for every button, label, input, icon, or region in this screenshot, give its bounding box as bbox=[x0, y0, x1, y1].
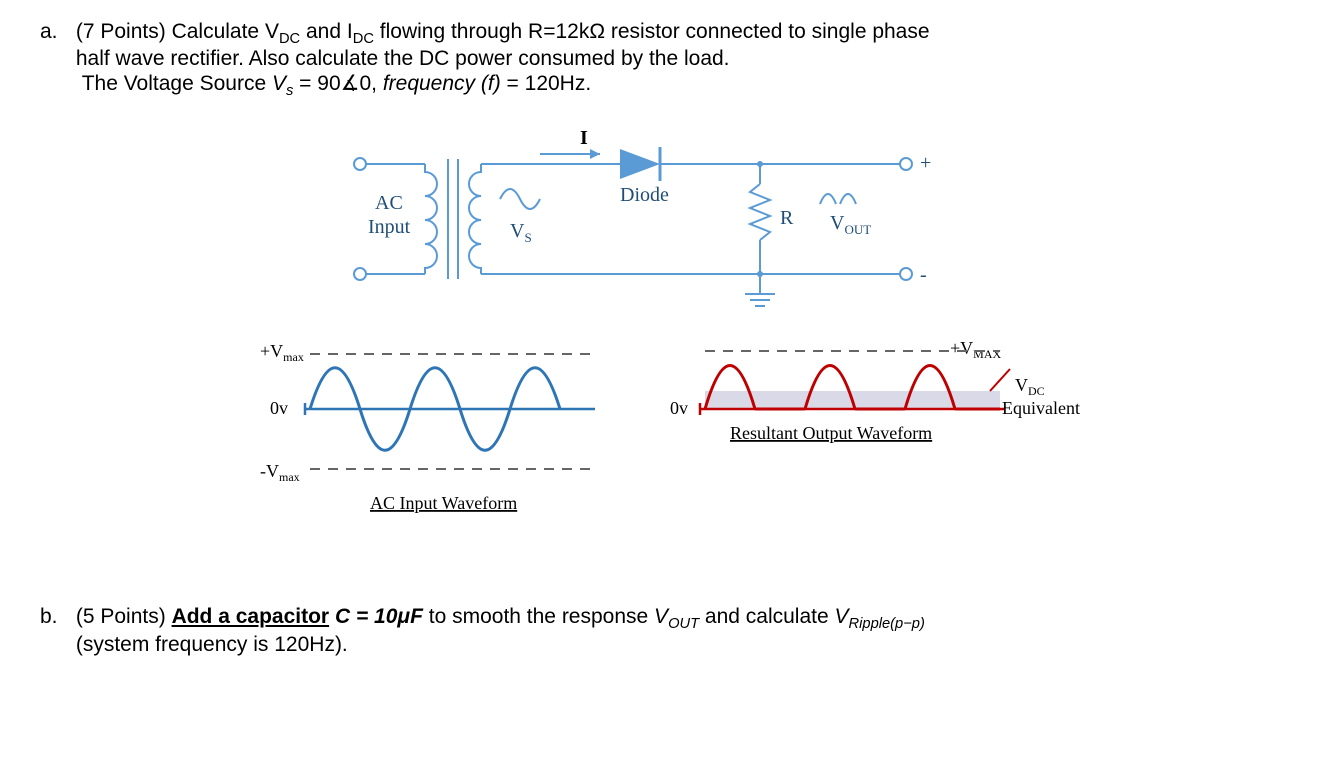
terminal-bot-right bbox=[900, 268, 912, 280]
terminal-top-left bbox=[354, 158, 366, 170]
pa-l3-pre: The Voltage Source bbox=[82, 72, 272, 95]
label-plus: + bbox=[920, 152, 931, 174]
pa-l2: half wave rectifier. Also calculate the … bbox=[76, 47, 730, 70]
label-ac: AC bbox=[375, 192, 403, 214]
terminal-bot-left bbox=[354, 268, 366, 280]
input-zero: 0v bbox=[270, 398, 288, 418]
question-b: b. (5 Points) Add a capacitor C = 10μF t… bbox=[40, 605, 1299, 656]
circuit-diagram: I + - bbox=[260, 129, 1080, 569]
vdc-label: VDC bbox=[1015, 375, 1045, 398]
diode-triangle bbox=[620, 149, 660, 179]
label-vout: VOUT bbox=[830, 212, 871, 237]
input-vmax-pos: +Vmax bbox=[260, 341, 304, 364]
label-diode: Diode bbox=[620, 184, 669, 206]
pa-l1-pre: Calculate V bbox=[172, 20, 279, 43]
circuit-group: I + - bbox=[354, 129, 931, 306]
output-zero: 0v bbox=[670, 398, 688, 418]
pa-l1-sub1: DC bbox=[279, 31, 300, 47]
vdc-leader bbox=[990, 369, 1010, 391]
pa-l1-sub2: DC bbox=[353, 31, 374, 47]
output-vmax: +VMAX bbox=[950, 338, 1001, 361]
figure-area: I + - bbox=[260, 129, 1080, 575]
output-caption: Resultant Output Waveform bbox=[730, 423, 932, 443]
input-vmax-neg: -Vmax bbox=[260, 461, 300, 484]
label-I: I bbox=[580, 129, 588, 149]
node bbox=[757, 271, 763, 277]
label-input: Input bbox=[368, 216, 411, 238]
pa-l3-var: V bbox=[272, 72, 286, 95]
pb-vrip-sub: Ripple(p−p) bbox=[849, 617, 925, 633]
label-vs: VS bbox=[510, 220, 532, 245]
pb-addcap: Add a capacitor bbox=[172, 605, 330, 628]
pb-vrip: V bbox=[835, 605, 849, 628]
pa-l3-end: = 120Hz. bbox=[501, 72, 591, 95]
part-b-label: b. bbox=[40, 605, 70, 629]
part-a-label: a. bbox=[40, 20, 70, 44]
transformer-primary bbox=[425, 164, 437, 274]
input-caption: AC Input Waveform bbox=[370, 493, 517, 513]
vout-hump-icon bbox=[820, 194, 856, 204]
label-R: R bbox=[780, 207, 794, 229]
pb-mid: to smooth the response bbox=[423, 605, 654, 628]
terminal-top-right bbox=[900, 158, 912, 170]
pa-l3-eq: = 90∡0, bbox=[293, 72, 382, 95]
pa-points: (7 Points) bbox=[76, 20, 166, 43]
part-a-body: (7 Points) Calculate VDC and IDC flowing… bbox=[76, 20, 1285, 99]
node bbox=[757, 161, 763, 167]
transformer-secondary bbox=[469, 164, 481, 274]
part-b-body: (5 Points) Add a capacitor C = 10μF to s… bbox=[76, 605, 1285, 656]
pb-l2: (system frequency is 120Hz). bbox=[76, 633, 348, 656]
resistor bbox=[750, 184, 770, 240]
current-arrow-head bbox=[590, 149, 600, 159]
input-waveform: +Vmax 0v -Vmax AC Input Waveform bbox=[260, 341, 595, 513]
vdc-equiv: Equivalent bbox=[1002, 398, 1080, 418]
pb-vout: V bbox=[654, 605, 668, 628]
label-minus: - bbox=[920, 264, 927, 286]
vs-sine-icon bbox=[500, 189, 540, 209]
output-waveform: +VMAX 0v VDC Equivalent Resultant Output… bbox=[670, 338, 1080, 443]
question-a: a. (7 Points) Calculate VDC and IDC flow… bbox=[40, 20, 1299, 99]
pa-l1-mid2: flowing through R=12kΩ resistor connecte… bbox=[374, 20, 930, 43]
pb-vout-sub: OUT bbox=[668, 617, 699, 633]
pb-capeq: C = 10μF bbox=[329, 605, 423, 628]
pb-andcalc: and calculate bbox=[699, 605, 834, 628]
pa-l1-mid1: and I bbox=[300, 20, 353, 43]
pa-l3-freq: frequency (f) bbox=[383, 72, 501, 95]
pb-points: (5 Points) bbox=[76, 605, 166, 628]
